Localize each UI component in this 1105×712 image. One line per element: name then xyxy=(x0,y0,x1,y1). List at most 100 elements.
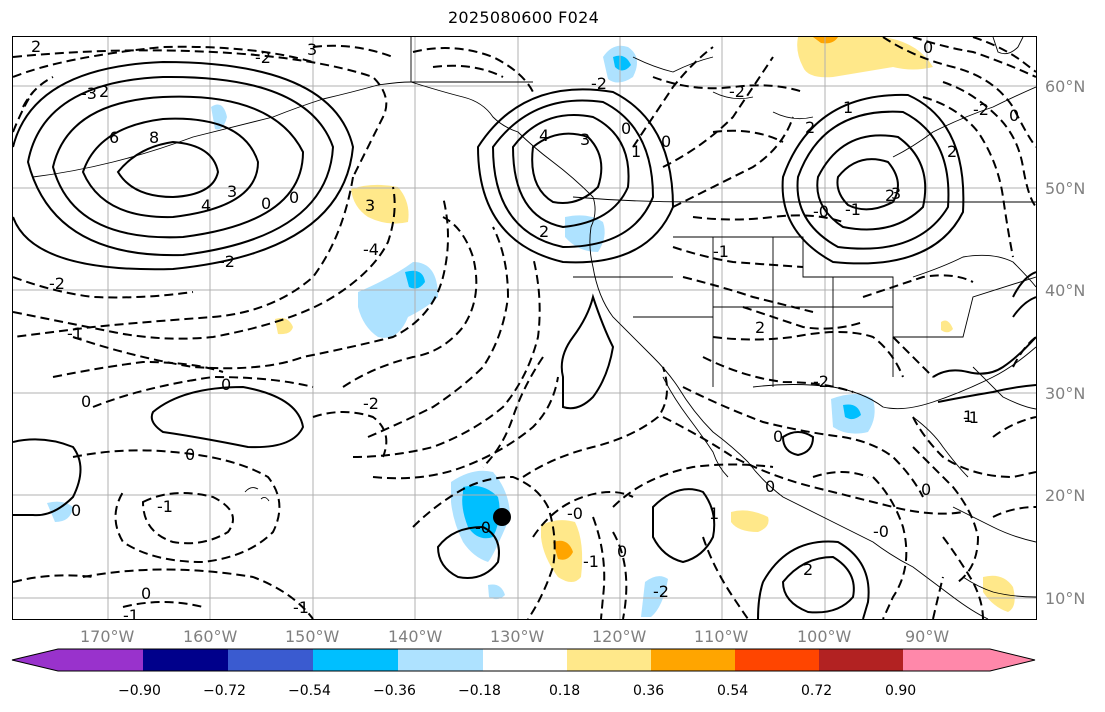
shade-pos-2 xyxy=(351,184,409,224)
colorbar-seg xyxy=(903,649,1035,671)
page-title: 2025080600 F024 xyxy=(447,8,600,27)
contour-label: 0 xyxy=(261,194,271,213)
contour-label: -2 xyxy=(813,372,829,391)
colorbar-seg xyxy=(143,649,228,671)
contour-label: -0 xyxy=(813,202,829,221)
colorbar-seg xyxy=(567,649,651,671)
contour-label: -1 xyxy=(713,242,729,261)
shade-pos-6 xyxy=(983,575,1015,612)
contour-label: -2 xyxy=(729,82,745,101)
contour-label: -0 xyxy=(475,518,491,537)
contour-label: -3 xyxy=(81,84,97,103)
contour-label: -2 xyxy=(591,74,607,93)
contour-label: 2 xyxy=(31,37,41,56)
contour-label: 0 xyxy=(921,480,931,499)
contour-label: -1 xyxy=(67,324,83,343)
contour-label: 1 xyxy=(843,98,853,117)
contour-label: 1 xyxy=(631,142,641,161)
colorbar-seg xyxy=(398,649,483,671)
contour-label: -1 xyxy=(123,606,139,619)
colorbar xyxy=(11,648,1036,672)
shade-neg-8 xyxy=(641,576,668,617)
storm-center-marker xyxy=(493,508,511,526)
contour-label: 0 xyxy=(661,132,671,151)
contour-label: 0 xyxy=(765,477,775,496)
contour-label: 3 xyxy=(891,184,901,203)
contour-label: 2 xyxy=(99,82,109,101)
colorbar-tick-label: 0.36 xyxy=(633,683,665,699)
lon-label: 170°W xyxy=(80,627,135,646)
contour-label: 3 xyxy=(307,40,317,59)
contour-label: -2 xyxy=(255,48,271,67)
map-plot: 2 -2 3 -3 2 6 8 4 3 0 0 -2 -2 -1 3 -4 0 … xyxy=(13,37,1036,619)
lon-label: 150°W xyxy=(285,627,340,646)
shade-neg-1-core xyxy=(613,55,631,71)
contour-label: 1 xyxy=(709,504,719,523)
contour-label: 3 xyxy=(365,196,375,215)
colorbar-tick-label: 0.54 xyxy=(717,683,749,699)
contour-label: 4 xyxy=(201,196,211,215)
colorbar-tick-label: −0.72 xyxy=(203,683,246,699)
lat-label: 40°N xyxy=(1045,281,1086,300)
contour-label: -1 xyxy=(157,497,173,516)
shade-neg-9 xyxy=(488,584,505,600)
shade-neg-6-core xyxy=(843,404,861,420)
colorbar-seg xyxy=(819,649,903,671)
shade-pos-7 xyxy=(941,320,953,333)
contour-label: -2 xyxy=(219,252,235,271)
lat-label: 10°N xyxy=(1045,589,1086,608)
lon-label: 140°W xyxy=(388,627,443,646)
colorbar-tick-label: −0.36 xyxy=(373,683,416,699)
shading-layer xyxy=(47,37,1015,617)
lon-label: 100°W xyxy=(797,627,852,646)
colorbar-tick-label: 0.72 xyxy=(801,683,833,699)
lon-label: 160°W xyxy=(183,627,238,646)
colorbar-seg xyxy=(313,649,398,671)
contour-labels: 2 -2 3 -3 2 6 8 4 3 0 0 -2 -2 -1 3 -4 0 … xyxy=(31,37,1019,619)
coastlines xyxy=(32,37,1036,619)
contour-label: 4 xyxy=(539,126,549,145)
shade-pos-5 xyxy=(731,510,769,532)
lat-label: 30°N xyxy=(1045,384,1086,403)
colorbar-seg xyxy=(483,649,567,671)
colorbar-seg xyxy=(735,649,819,671)
lon-label: 130°W xyxy=(490,627,545,646)
contour-label: -4 xyxy=(363,240,379,259)
lat-label: 60°N xyxy=(1045,77,1086,96)
contour-label: -2 xyxy=(363,394,379,413)
contour-label: 3 xyxy=(227,182,237,201)
shade-neg-7 xyxy=(47,501,73,522)
contour-label: -0 xyxy=(873,522,889,541)
contours-dashed xyxy=(13,37,1036,619)
colorbar-seg xyxy=(651,649,735,671)
map-frame: 2 -2 3 -3 2 6 8 4 3 0 0 -2 -2 -1 3 -4 0 … xyxy=(12,36,1037,620)
colorbar-tick-label: 0.18 xyxy=(549,683,581,699)
contour-label: 0 xyxy=(773,427,783,446)
lon-label: 110°W xyxy=(694,627,749,646)
shade-pos-3 xyxy=(275,318,293,335)
shade-pos-1 xyxy=(797,37,933,78)
colorbar-seg xyxy=(12,649,143,671)
contour-label: 0 xyxy=(221,375,231,394)
contour-label: 2 xyxy=(885,186,895,205)
contour-label: 2 xyxy=(803,560,813,579)
colorbar-tick-label: −0.90 xyxy=(118,683,161,699)
shade-pos-4-core xyxy=(553,540,573,560)
colorbar-tick-label: −0.54 xyxy=(288,683,331,699)
contour-label: 3 xyxy=(580,130,590,149)
contour-label: 0 xyxy=(617,542,627,561)
contour-label: -1 xyxy=(293,598,309,617)
colorbar-tick-label: 0.90 xyxy=(885,683,917,699)
contour-label: 0 xyxy=(71,501,81,520)
contour-label: 0 xyxy=(289,188,299,207)
contour-label: -1 xyxy=(845,200,861,219)
contour-label: -2 xyxy=(973,100,989,119)
lon-label: 90°W xyxy=(905,627,950,646)
contour-label: -0 xyxy=(567,504,583,523)
shade-neg-3 xyxy=(358,262,438,338)
contour-label: 8 xyxy=(149,128,159,147)
contour-label: -2 xyxy=(49,274,65,293)
contour-label: 2 xyxy=(947,142,957,161)
contour-label: 0 xyxy=(923,38,933,57)
lat-label: 50°N xyxy=(1045,179,1086,198)
